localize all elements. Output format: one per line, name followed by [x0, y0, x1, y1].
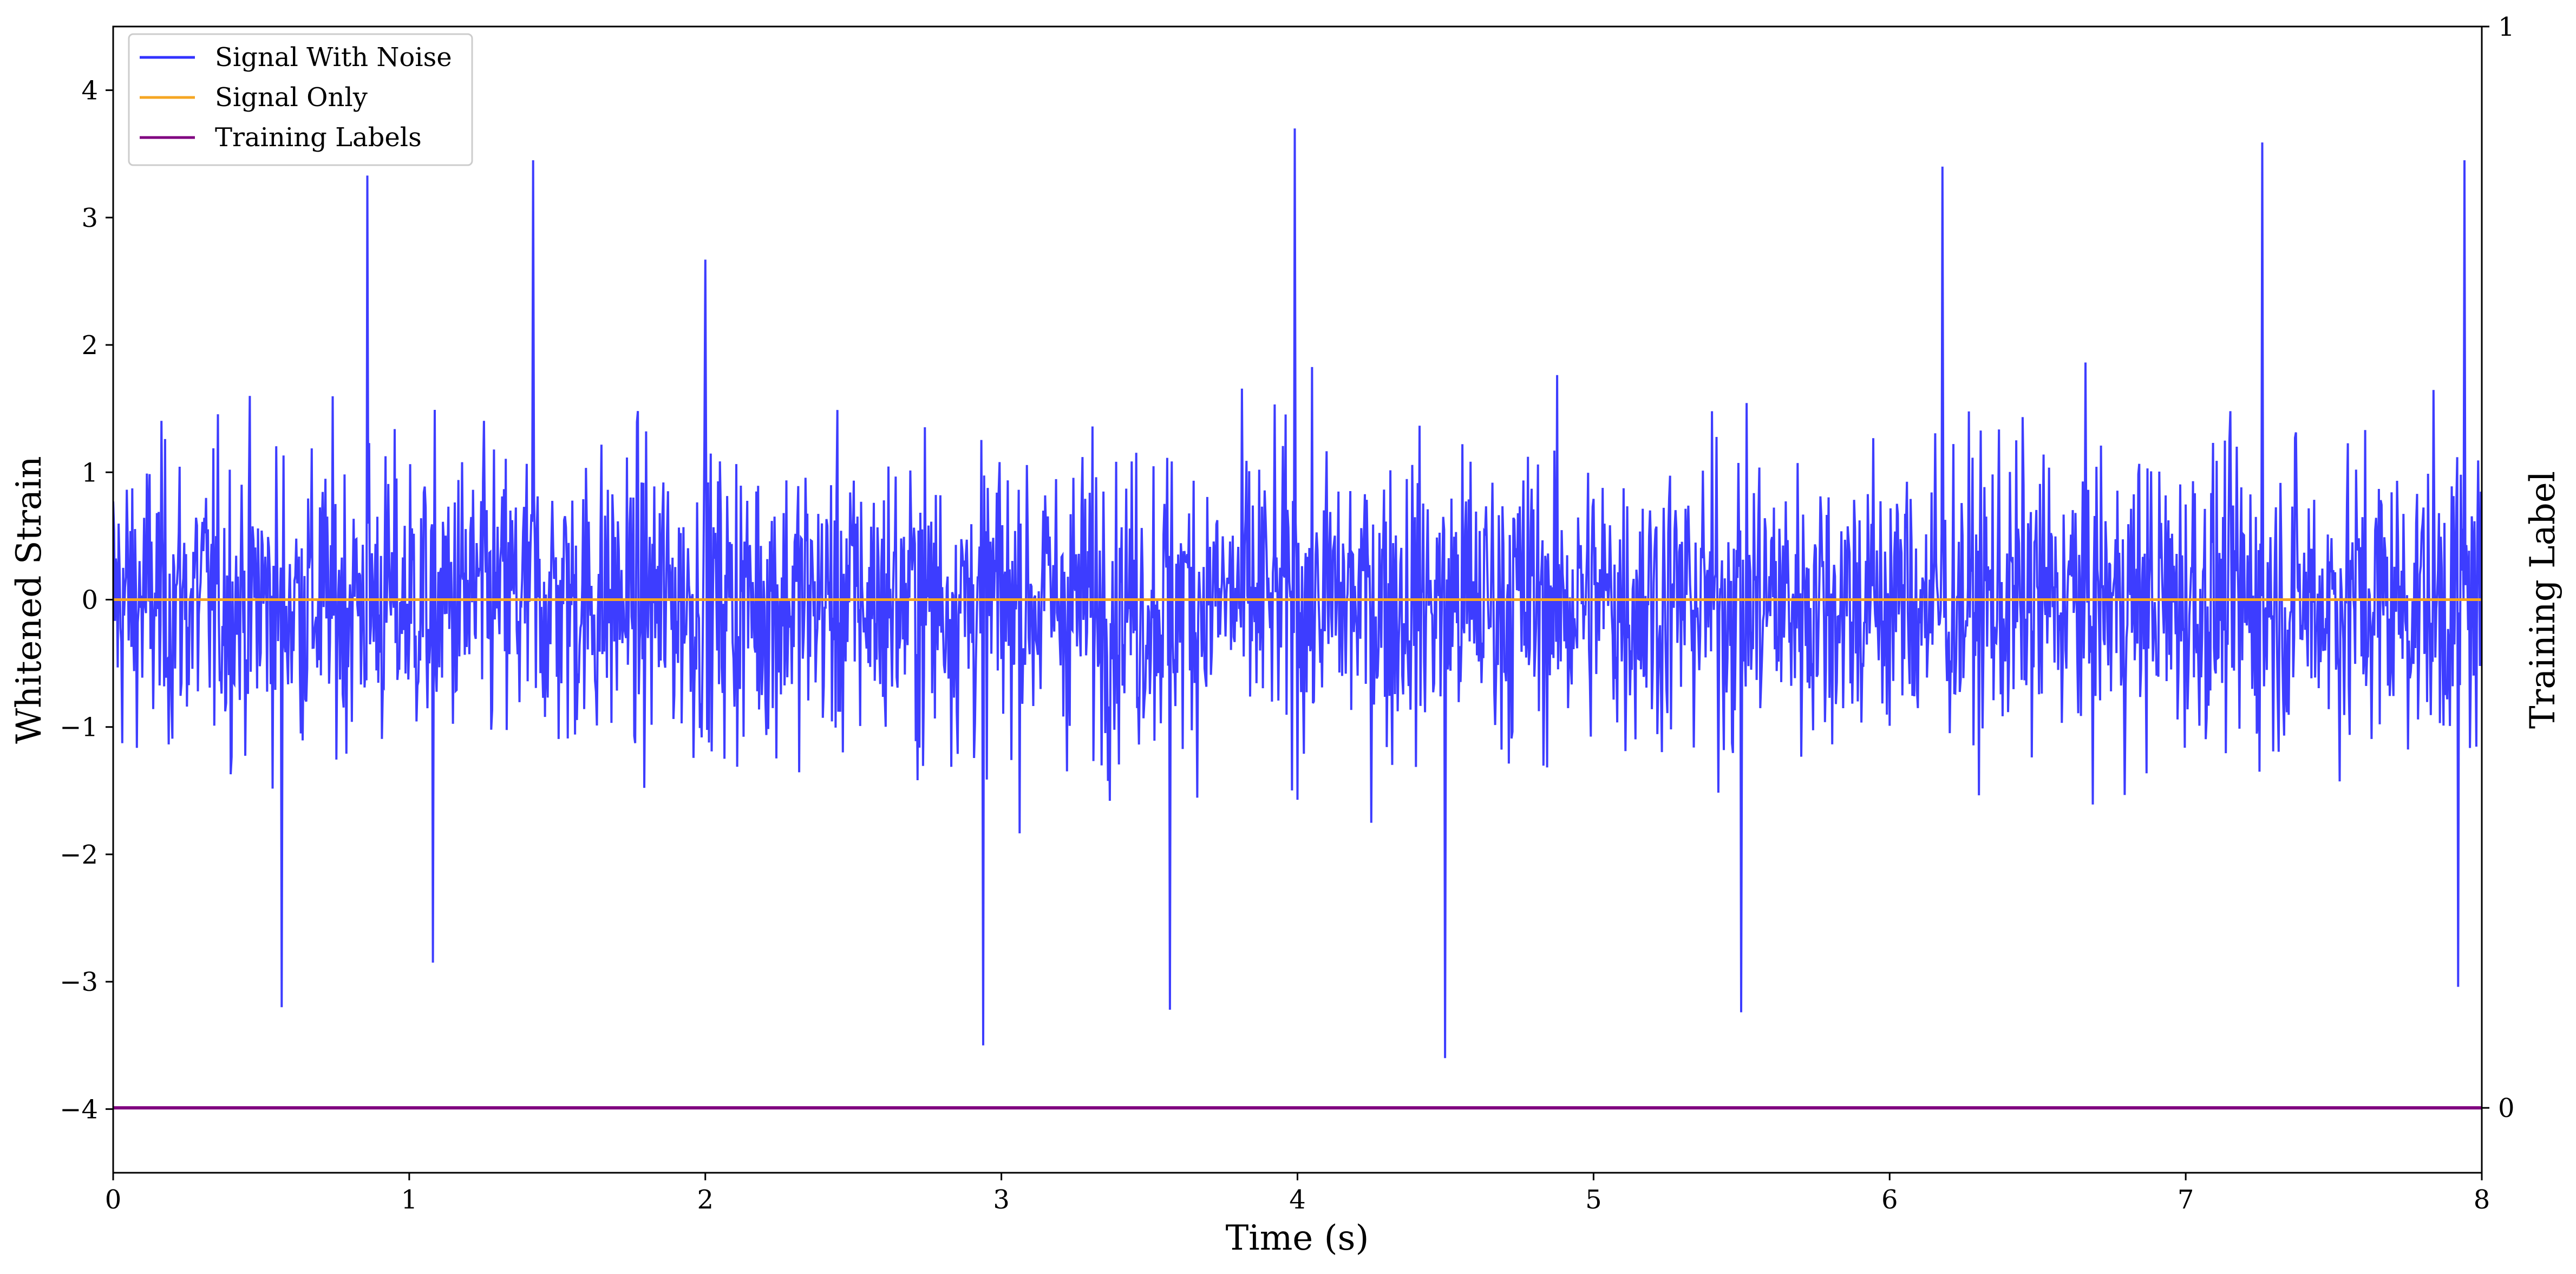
y-tick-label: 4 — [81, 76, 98, 106]
y-tick-label: −1 — [60, 713, 98, 743]
y-tick-label: −2 — [60, 840, 98, 870]
y-axis-label: Whitened Strain — [9, 456, 49, 743]
y2-axis-label: Training Label — [2523, 471, 2563, 729]
x-tick-label: 7 — [2178, 1185, 2194, 1215]
series-layer — [113, 128, 2482, 1110]
legend-box — [128, 33, 473, 166]
y-tick-label: −3 — [60, 967, 98, 997]
y-axis-ticks: −4 −3 −2 −1 0 1 2 3 4 — [60, 76, 113, 1125]
legend-label-training-labels: Training Labels — [215, 122, 422, 153]
y2-tick-label: 0 — [2498, 1093, 2515, 1123]
y-tick-label: −4 — [60, 1094, 98, 1125]
x-tick-label: 6 — [1881, 1185, 1898, 1215]
y-tick-label: 3 — [81, 203, 98, 233]
x-tick-label: 1 — [401, 1185, 418, 1215]
y-tick-label: 2 — [81, 330, 98, 361]
legend-label-signal-with-noise: Signal With Noise — [215, 42, 452, 73]
x-tick-label: 4 — [1289, 1185, 1306, 1215]
y2-tick-label: 1 — [2498, 12, 2515, 42]
x-tick-label: 5 — [1585, 1185, 1602, 1215]
legend-label-signal-only: Signal Only — [215, 82, 368, 113]
x-axis-label: Time (s) — [1226, 1218, 1369, 1258]
x-tick-label: 8 — [2474, 1185, 2490, 1215]
x-tick-label: 2 — [697, 1185, 714, 1215]
y2-axis-ticks: 01 — [2482, 12, 2515, 1123]
legend: Signal With Noise Signal Only Training L… — [128, 33, 473, 166]
x-tick-label: 3 — [993, 1185, 1010, 1215]
x-tick-label: 0 — [105, 1185, 122, 1215]
series-line-signal-with-noise — [113, 128, 2482, 1059]
y-tick-label: 1 — [81, 458, 98, 488]
y-tick-label: 0 — [81, 585, 98, 616]
x-axis-ticks: 0 1 2 3 4 5 6 7 8 — [105, 1173, 2490, 1215]
